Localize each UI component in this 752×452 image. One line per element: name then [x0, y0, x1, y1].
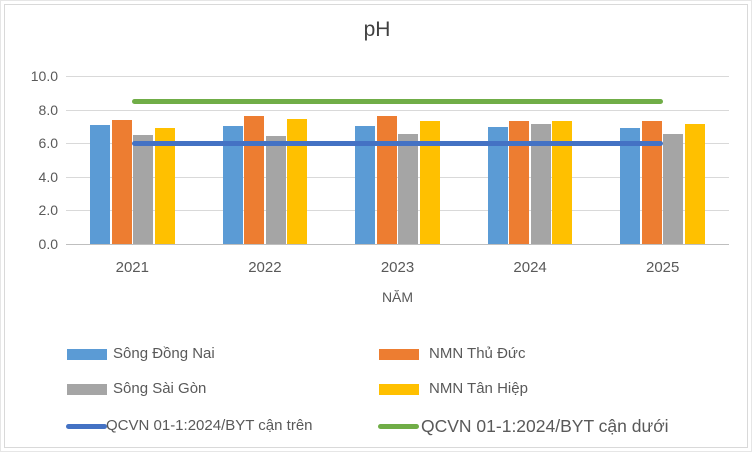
bar [154, 128, 175, 244]
bar [222, 126, 243, 244]
y-tick-label: 6.0 [38, 135, 58, 152]
bar [620, 128, 641, 244]
legend-label: QCVN 01-1:2024/BYT cận trên [106, 417, 313, 434]
legend-label: NMN Thủ Đức [429, 345, 526, 362]
legend-swatch [379, 348, 419, 360]
legend-line-swatch [378, 423, 419, 429]
bar [133, 134, 154, 244]
bar [684, 123, 705, 244]
bar [509, 120, 530, 244]
bar [419, 120, 440, 244]
x-tick-label: 2022 [248, 259, 282, 276]
bar [530, 123, 551, 244]
legend-swatch [379, 383, 419, 395]
bar [111, 119, 132, 244]
bar [265, 135, 286, 244]
x-tick-label: 2023 [380, 259, 415, 276]
gridline [66, 76, 729, 77]
x-tick-label: 2024 [513, 259, 547, 276]
gridline [66, 210, 729, 212]
legend-line-swatch [66, 423, 107, 429]
x-tick-label: 2025 [646, 259, 680, 276]
bar [90, 124, 111, 244]
gridline [66, 176, 729, 178]
x-tick-label: 2021 [115, 259, 149, 276]
qcvn-lower-line [132, 98, 663, 104]
bar [552, 121, 573, 244]
bar [487, 127, 508, 244]
legend-label: NMN Tân Hiệp [429, 380, 528, 397]
bar [663, 133, 684, 244]
bar [244, 116, 265, 244]
bar [355, 125, 376, 244]
legend-swatch [67, 348, 107, 360]
y-tick-label: 2.0 [38, 202, 58, 219]
gridline [66, 109, 729, 111]
bar [287, 118, 308, 244]
qcvn-upper-line [132, 140, 663, 146]
y-tick-label: 10.0 [30, 68, 58, 84]
legend-label: QCVN 01-1:2024/BYT cận dưới [421, 416, 669, 436]
y-tick-label: 8.0 [38, 101, 58, 118]
bar [641, 121, 662, 244]
bar [398, 133, 419, 244]
x-axis-line [66, 244, 729, 245]
x-axis-title: NĂM [381, 289, 414, 305]
chart-title: pH [363, 18, 391, 41]
legend-label: Sông Sài Gòn [113, 380, 207, 397]
legend-label: Sông Đồng Nai [113, 345, 215, 362]
y-tick-label: 0.0 [38, 236, 58, 252]
legend-swatch [67, 383, 107, 395]
bar [376, 116, 397, 244]
y-tick-label: 4.0 [38, 168, 58, 185]
